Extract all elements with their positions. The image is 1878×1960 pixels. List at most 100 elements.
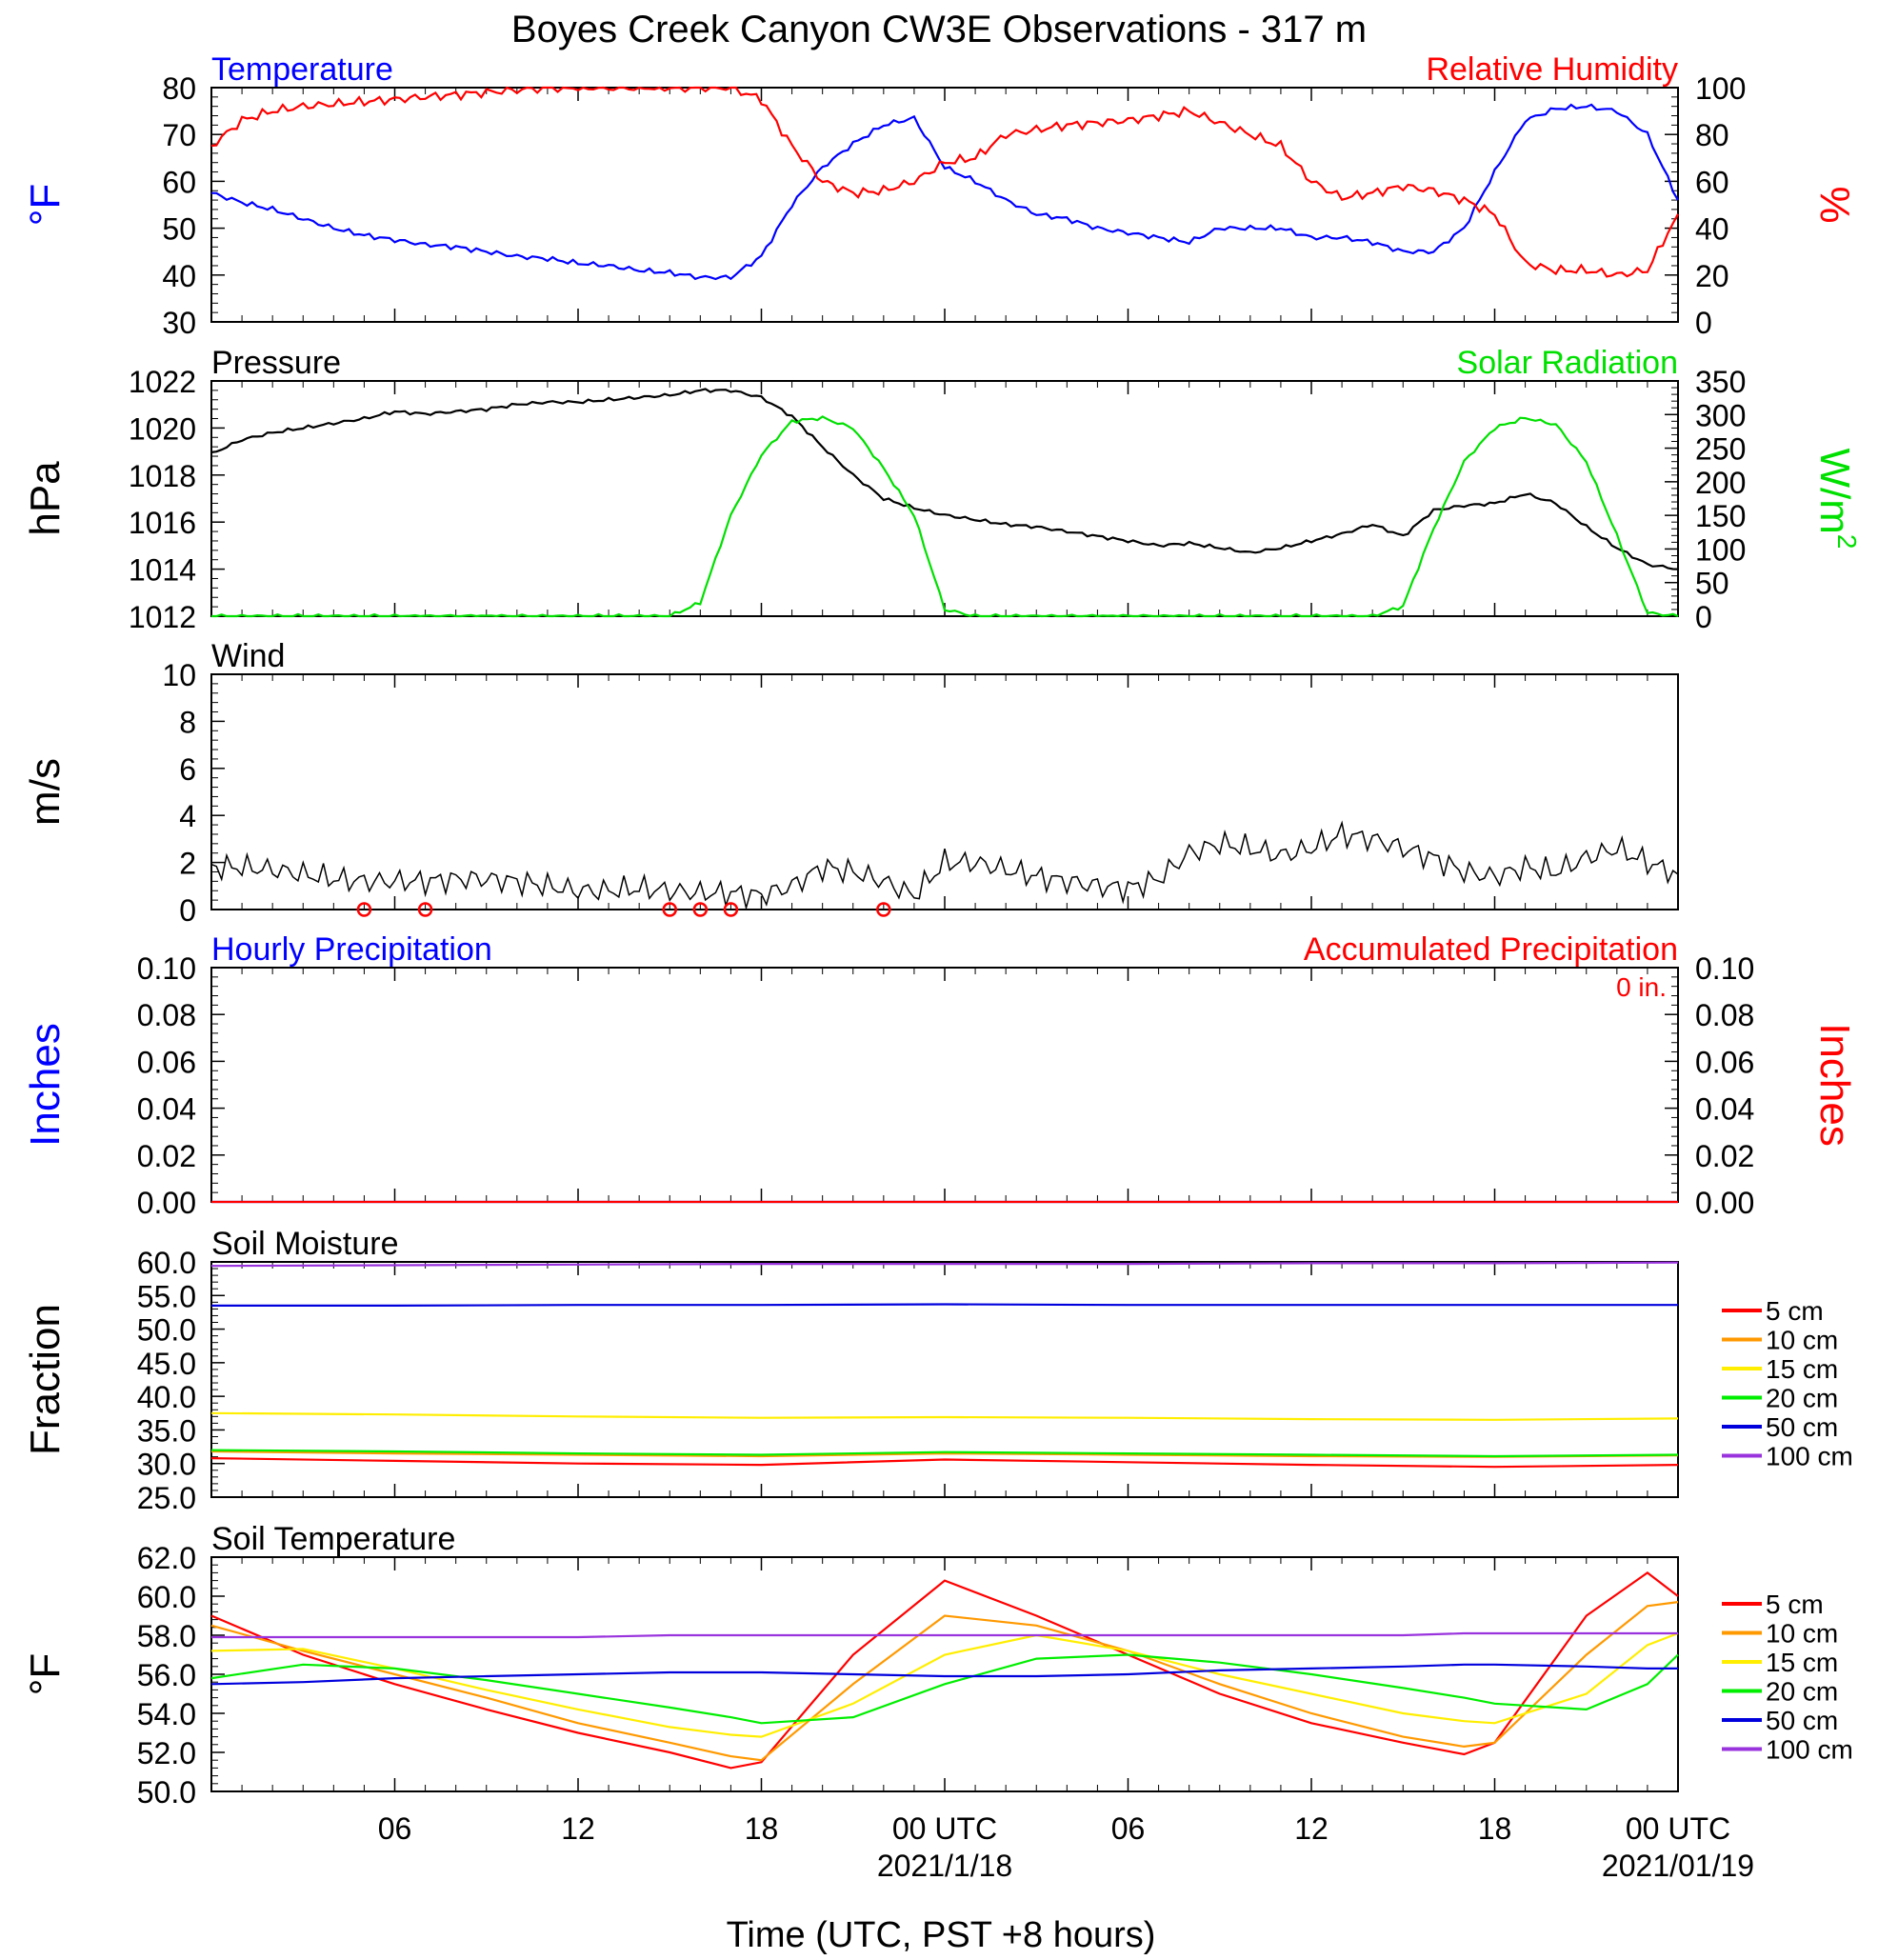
- legend-label: 100 cm: [1766, 1442, 1853, 1471]
- y-tick-label-left: 60.0: [137, 1580, 196, 1614]
- figure-title: Boyes Creek Canyon CW3E Observations - 3…: [511, 9, 1367, 50]
- y-tick-label-left: 40: [162, 259, 196, 293]
- panel-title-right: Accumulated Precipitation: [1304, 931, 1678, 968]
- y-axis-label-right: Inches: [1811, 1023, 1858, 1147]
- y-tick-label-left: 70: [162, 118, 196, 152]
- calm-wind-marker: [417, 902, 433, 917]
- x-tick-label: 12: [1294, 1811, 1329, 1846]
- y-tick-label-right: 0.08: [1695, 998, 1754, 1032]
- panel-title-left: Soil Moisture: [211, 1226, 399, 1262]
- y-tick-label-left: 25.0: [137, 1481, 196, 1515]
- legend-label: 10 cm: [1766, 1619, 1838, 1649]
- y-axis-label-left: Fraction: [22, 1304, 69, 1455]
- y-axis-label-left: °F: [22, 184, 69, 226]
- series-line-15-cm: [210, 1411, 1679, 1421]
- series-line-relative-humidity: [210, 86, 1679, 278]
- y-tick-label-left: 50.0: [137, 1775, 196, 1810]
- legend-label: 50 cm: [1766, 1706, 1838, 1735]
- y-tick-label-left: 50: [162, 212, 196, 247]
- panel-frame: [210, 673, 1679, 910]
- y-tick-label-left: 55.0: [137, 1279, 196, 1313]
- x-tick-label: 18: [745, 1811, 779, 1846]
- calm-wind-marker: [723, 902, 739, 917]
- y-axis-label-left: Inches: [22, 1023, 69, 1147]
- y-tick-label-left: 0.04: [137, 1092, 196, 1127]
- y-tick-label-left: 52.0: [137, 1736, 196, 1770]
- y-tick-label-right: 20: [1695, 259, 1729, 293]
- y-tick-label-right: 80: [1695, 118, 1729, 152]
- y-tick-label-right: 350: [1695, 365, 1746, 399]
- y-tick-label-left: 1020: [129, 411, 196, 446]
- y-tick-label-right: 0: [1695, 600, 1712, 634]
- panel-title-left: Hourly Precipitation: [211, 931, 492, 968]
- y-tick-label-right: 60: [1695, 165, 1729, 199]
- y-tick-label-left: 6: [179, 752, 196, 787]
- legend-label: 20 cm: [1766, 1677, 1838, 1707]
- panel-frame: [210, 87, 1679, 323]
- y-tick-label-left: 0.06: [137, 1045, 196, 1079]
- y-axis-label-left: m/s: [22, 758, 69, 826]
- legend-label: 100 cm: [1766, 1735, 1853, 1765]
- calm-wind-marker: [662, 902, 677, 917]
- series-line-5-cm: [210, 1457, 1679, 1469]
- series-line-15-cm: [210, 1631, 1679, 1738]
- legend-label: 10 cm: [1766, 1326, 1838, 1355]
- y-tick-label-left: 1018: [129, 459, 196, 493]
- y-tick-label-left: 0.00: [137, 1186, 196, 1220]
- series-line-5-cm: [210, 1571, 1679, 1770]
- panel-5: Soil Temperature 62.0 60.0 58.0 56.0 54.0 52.0…: [22, 1521, 1853, 1810]
- date-label: 2021/01/19: [1602, 1849, 1754, 1883]
- y-tick-label-right: 50: [1695, 567, 1729, 601]
- y-tick-label-left: 60: [162, 165, 196, 199]
- panel-title-left: Pressure: [211, 345, 341, 381]
- x-axis-title: Time (UTC, PST +8 hours): [727, 1915, 1156, 1955]
- calm-wind-marker: [876, 902, 891, 917]
- y-tick-label-left: 0.08: [137, 998, 196, 1032]
- y-tick-label-right: 100: [1695, 532, 1746, 567]
- x-tick-label: 00 UTC: [1626, 1811, 1730, 1846]
- series-line-20-cm: [210, 1653, 1679, 1725]
- series-line-50-cm: [210, 1663, 1678, 1686]
- accumulated-total: 0 in.: [1616, 972, 1667, 1002]
- y-axis-label-right: %: [1811, 186, 1858, 223]
- y-tick-label-left: 80: [162, 71, 196, 106]
- y-tick-label-right: 0.06: [1695, 1045, 1754, 1079]
- x-tick-label: 18: [1478, 1811, 1512, 1846]
- y-tick-label-right: 0.02: [1695, 1139, 1754, 1173]
- legend-label: 5 cm: [1766, 1296, 1824, 1326]
- series-line-wind-speed: [210, 820, 1679, 911]
- series-line-20-cm: [210, 1449, 1679, 1458]
- y-tick-label-left: 60.0: [137, 1246, 196, 1280]
- y-tick-label-left: 10: [162, 658, 196, 692]
- legend-label: 15 cm: [1766, 1648, 1838, 1677]
- y-tick-label-left: 4: [179, 799, 196, 833]
- legend-label: 20 cm: [1766, 1384, 1838, 1413]
- y-tick-label-left: 0.10: [137, 951, 196, 986]
- y-tick-label-right: 100: [1695, 71, 1746, 106]
- y-tick-label-right: 250: [1695, 432, 1746, 467]
- panel-4: Soil Moisture 60.055.050.045.040.035.030.…: [22, 1226, 1853, 1515]
- y-tick-label-left: 35.0: [137, 1413, 196, 1448]
- panel-title-left: Temperature: [211, 51, 393, 88]
- series-line-10-cm: [210, 1601, 1679, 1762]
- y-tick-label-left: 56.0: [137, 1658, 196, 1692]
- y-tick-label-left: 58.0: [137, 1619, 196, 1653]
- x-tick-label: 06: [378, 1811, 412, 1846]
- y-tick-label-right: 40: [1695, 212, 1729, 247]
- y-tick-label-left: 0: [179, 893, 196, 928]
- panel-title-left: Soil Temperature: [211, 1521, 455, 1557]
- y-tick-label-left: 1012: [129, 600, 196, 634]
- panel-3: Hourly Precipitation Accumulated Precipit…: [22, 931, 1858, 1220]
- calm-wind-marker: [692, 902, 709, 917]
- series-line-50-cm: [211, 1303, 1678, 1307]
- y-tick-label-left: 62.0: [137, 1541, 196, 1575]
- series-line-100-cm: [211, 1631, 1678, 1639]
- series-line-pressure: [210, 388, 1679, 570]
- y-tick-label-right: 0.00: [1695, 1186, 1754, 1220]
- y-tick-label-right: 150: [1695, 499, 1746, 533]
- y-tick-label-right: 0.10: [1695, 951, 1754, 986]
- series-line-solar-radiation: [211, 415, 1679, 618]
- y-tick-label-right: 200: [1695, 466, 1746, 500]
- x-tick-label: 00 UTC: [892, 1811, 997, 1846]
